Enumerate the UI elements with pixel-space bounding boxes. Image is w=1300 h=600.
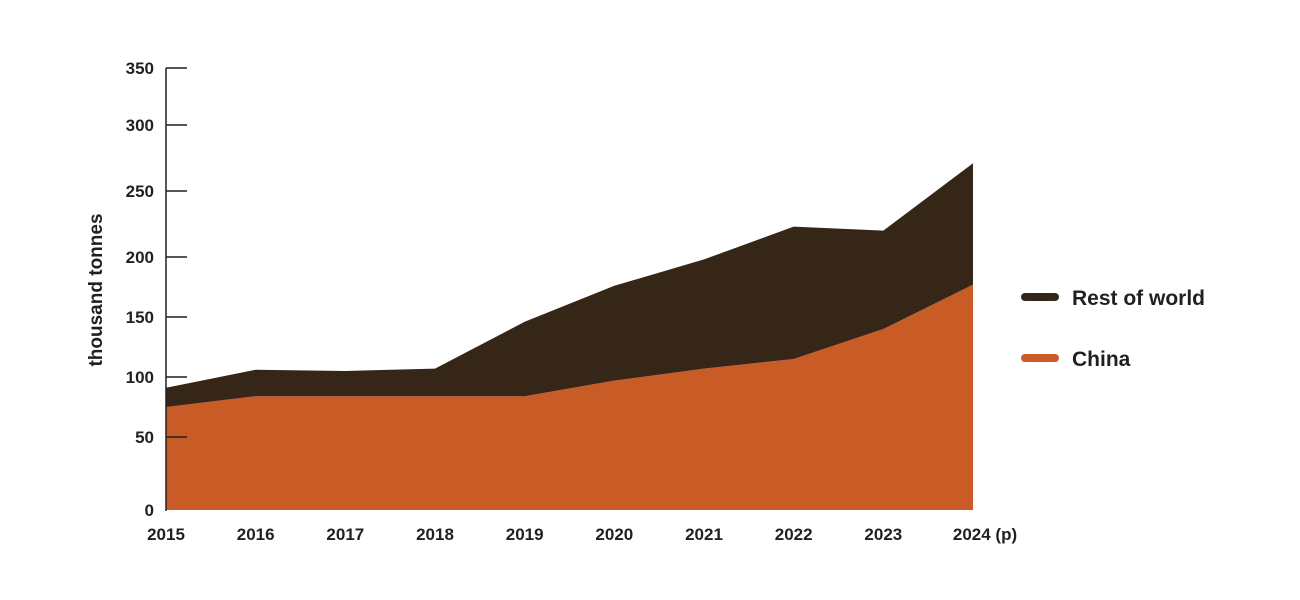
legend-label-china: China (1072, 348, 1131, 371)
x-tick-label: 2022 (775, 525, 813, 544)
y-tick-label: 200 (126, 248, 154, 267)
area-china (166, 284, 973, 510)
legend: Rest of world China (1021, 287, 1205, 371)
y-axis-ticks: 0 50 100 150 200 250 300 350 (126, 59, 187, 520)
legend-swatch-china (1021, 354, 1059, 362)
legend-swatch-rest-of-world (1021, 293, 1059, 301)
y-axis-title: thousand tonnes (86, 213, 107, 366)
x-tick-label: 2020 (595, 525, 633, 544)
x-tick-label: 2017 (326, 525, 364, 544)
x-axis-ticks: 2015 2016 2017 2018 2019 2020 2021 2022 2023 2024… (147, 525, 1017, 544)
x-tick-label: 2021 (685, 525, 723, 544)
x-tick-label: 2019 (506, 525, 544, 544)
y-tick-label: 350 (126, 59, 154, 78)
y-tick-label: 250 (126, 182, 154, 201)
legend-label-rest-of-world: Rest of world (1072, 287, 1205, 310)
x-tick-label: 2024 (p) (953, 525, 1017, 544)
x-tick-label: 2015 (147, 525, 185, 544)
y-tick-label: 50 (135, 428, 154, 447)
x-tick-label: 2018 (416, 525, 454, 544)
areas (166, 163, 973, 510)
x-tick-label: 2023 (864, 525, 902, 544)
y-tick-label: 300 (126, 116, 154, 135)
y-tick-label: 0 (145, 501, 154, 520)
x-tick-label: 2016 (237, 525, 275, 544)
y-tick-label: 150 (126, 308, 154, 327)
y-tick-label: 100 (126, 368, 154, 387)
area-rest-of-world (166, 163, 973, 407)
